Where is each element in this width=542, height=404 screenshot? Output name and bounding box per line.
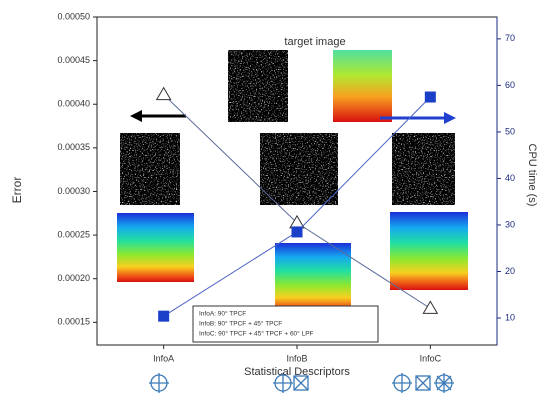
square-marker	[159, 311, 169, 321]
y-tick-label: 0.00050	[57, 11, 90, 21]
y2-tick-label: 10	[505, 312, 515, 322]
y2-tick-label: 20	[505, 266, 515, 276]
x-tick-label: InfoB	[286, 353, 307, 363]
arrows	[130, 110, 456, 124]
y-tick-label: 0.00045	[57, 55, 90, 65]
y-tick-label: 0.00025	[57, 229, 90, 239]
y-tick-label: 0.00035	[57, 142, 90, 152]
x-tick-label: InfoA	[153, 353, 174, 363]
y2-tick-label: 60	[505, 80, 515, 90]
y-tick-label: 0.00040	[57, 99, 90, 109]
square-marker	[425, 92, 435, 102]
y2-tick-label: 30	[505, 219, 515, 229]
note: InfoA: 90° TPCF	[199, 310, 246, 318]
note: InfoB: 90° TPCF + 45° TPCF	[199, 320, 282, 328]
y2-tick-label: 70	[505, 33, 515, 43]
images	[117, 50, 468, 313]
square-marker	[292, 227, 302, 237]
y-tick-label: 0.00020	[57, 273, 90, 283]
y-tick-label: 0.00015	[57, 317, 90, 327]
y2-tick-label: 40	[505, 173, 515, 183]
note: InfoC: 90° TPCF + 45° TPCF + 60° LPF	[199, 330, 314, 338]
x-axis-label: Statistical Descriptors	[244, 366, 350, 378]
annotation: target image	[284, 36, 345, 48]
y2-axis-label: CPU time (s)	[526, 144, 538, 207]
notes-box: InfoA: 90° TPCF InfoB: 90° TPCF + 45° TP…	[193, 306, 378, 342]
y-tick-label: 0.00030	[57, 186, 90, 196]
triangle-marker	[157, 88, 171, 100]
triangle-marker	[423, 301, 437, 313]
y-axis-label: Error	[10, 177, 24, 204]
x-tick-label: InfoC	[420, 353, 442, 363]
chart: target image Statistical Descriptors Err…	[0, 0, 542, 404]
y2-tick-label: 50	[505, 126, 515, 136]
